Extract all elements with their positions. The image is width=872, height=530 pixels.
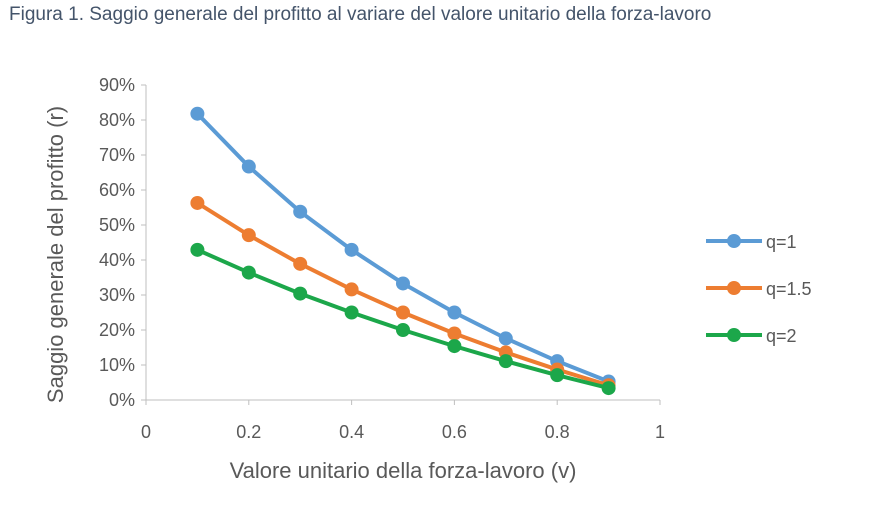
data-point bbox=[190, 195, 205, 210]
legend-item: q=1 bbox=[706, 232, 797, 252]
chart-axes: 0% 10% 20% 30% 40% 50% 60% 70% 80% 90% 0 0.2 0.4 0.6 0… bbox=[99, 75, 665, 442]
y-axis-title: Saggio generale del profitto (r) bbox=[43, 106, 68, 403]
y-tick-label: 60% bbox=[99, 180, 135, 200]
series-group bbox=[190, 242, 616, 396]
data-point bbox=[498, 331, 513, 346]
chart-title: Figura 1. Saggio generale del profitto a… bbox=[9, 4, 712, 25]
data-point bbox=[550, 368, 565, 383]
y-tick-label: 80% bbox=[99, 110, 135, 130]
x-tick-label: 1 bbox=[655, 422, 665, 442]
x-tick-label: 0.6 bbox=[442, 422, 467, 442]
data-point bbox=[190, 106, 205, 121]
data-point bbox=[498, 354, 513, 369]
data-point bbox=[447, 326, 462, 341]
y-tick-label: 70% bbox=[99, 145, 135, 165]
legend-label: q=2 bbox=[766, 326, 797, 346]
series-layer bbox=[190, 106, 616, 396]
y-tick-label: 30% bbox=[99, 285, 135, 305]
y-tick-label: 40% bbox=[99, 250, 135, 270]
y-tick-label: 0% bbox=[109, 390, 135, 410]
data-point bbox=[293, 286, 308, 301]
y-tick-label: 20% bbox=[99, 320, 135, 340]
x-axis-title: Valore unitario della forza-lavoro (v) bbox=[230, 458, 577, 483]
y-tick-label: 50% bbox=[99, 215, 135, 235]
x-tick-label: 0.8 bbox=[545, 422, 570, 442]
data-point bbox=[601, 381, 616, 396]
legend-label: q=1.5 bbox=[766, 279, 812, 299]
data-point bbox=[344, 305, 359, 320]
data-point bbox=[396, 305, 410, 320]
data-point bbox=[396, 276, 410, 291]
data-point bbox=[344, 242, 359, 257]
x-tick-label: 0 bbox=[141, 422, 151, 442]
data-point bbox=[241, 265, 256, 280]
data-point bbox=[241, 159, 256, 174]
y-tick-label: 10% bbox=[99, 355, 135, 375]
legend-label: q=1 bbox=[766, 232, 797, 252]
chart-legend: q=1 q=1.5 q=2 bbox=[706, 232, 812, 346]
data-point bbox=[190, 242, 205, 257]
series-group bbox=[190, 106, 616, 389]
legend-swatch-marker bbox=[727, 281, 741, 295]
legend-swatch-marker bbox=[727, 234, 741, 248]
legend-item: q=1.5 bbox=[706, 279, 812, 299]
series-line bbox=[195, 112, 610, 384]
data-point bbox=[447, 339, 462, 354]
data-point bbox=[396, 323, 410, 337]
data-point bbox=[293, 204, 308, 219]
y-tick-label: 90% bbox=[99, 75, 135, 95]
data-point bbox=[344, 282, 359, 297]
x-tick-label: 0.4 bbox=[339, 422, 364, 442]
data-point bbox=[241, 228, 256, 243]
legend-item: q=2 bbox=[706, 326, 797, 346]
data-point bbox=[447, 305, 462, 320]
data-point bbox=[293, 256, 308, 271]
x-tick-label: 0.2 bbox=[236, 422, 261, 442]
legend-swatch-marker bbox=[727, 328, 741, 342]
